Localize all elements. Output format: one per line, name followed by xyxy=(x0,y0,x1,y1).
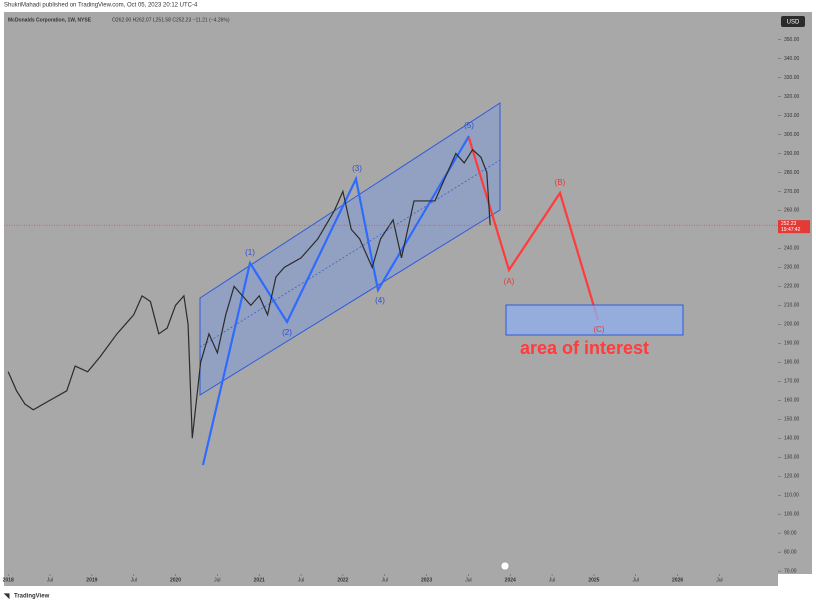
y-tick-label: 330.00 xyxy=(784,75,800,81)
x-tick-label: Jul xyxy=(130,577,136,583)
y-tick-label: 230.00 xyxy=(784,265,800,271)
impulse-wave xyxy=(201,135,470,466)
footer: TradingView xyxy=(14,594,50,600)
y-tick-label: 190.00 xyxy=(784,341,800,347)
y-tick-label: 240.00 xyxy=(784,246,800,252)
y-tick-label: 310.00 xyxy=(784,113,800,119)
y-tick-label: 210.00 xyxy=(784,303,800,309)
y-tick-label: 340.00 xyxy=(784,56,800,62)
wave-label: (3) xyxy=(352,164,362,173)
price-line xyxy=(7,148,491,439)
projection-label: (A) xyxy=(504,277,515,286)
y-tick-label: 320.00 xyxy=(784,94,800,100)
y-tick-label: 260.00 xyxy=(784,208,800,214)
wave-label: (5) xyxy=(464,121,474,130)
y-tick-label: 100.00 xyxy=(784,512,800,518)
y-tick-label: 140.00 xyxy=(784,436,800,442)
y-tick-label: 90.00 xyxy=(784,531,797,537)
projection-label: (B) xyxy=(555,178,566,187)
x-tick-label: Jul xyxy=(47,577,53,583)
y-tick-label: 350.00 xyxy=(784,37,800,43)
symbol: McDonalds Corporation, 1W, NYSE xyxy=(8,17,92,23)
zone-label: area of interest xyxy=(520,338,649,358)
y-tick-label: 220.00 xyxy=(784,284,800,290)
y-tick-label: 70.00 xyxy=(784,568,797,574)
x-tick-label: 2025 xyxy=(588,577,599,583)
currency-box xyxy=(781,16,805,27)
logo: ◥ xyxy=(3,593,10,600)
y-tick-label: 130.00 xyxy=(784,455,800,461)
wave-label: (2) xyxy=(282,328,292,337)
y-tick-label: 120.00 xyxy=(784,474,800,480)
y-tick-label: 160.00 xyxy=(784,398,800,404)
y-tick-label: 290.00 xyxy=(784,151,800,157)
last-price-label: 252.23 xyxy=(781,221,797,227)
publisher: ShukriMahadi published on TradingView.co… xyxy=(4,3,198,9)
x-tick-label: 2024 xyxy=(505,577,516,583)
y-tick-label: 280.00 xyxy=(784,170,800,176)
x-tick-label: 2019 xyxy=(86,577,97,583)
y-tick-label: 200.00 xyxy=(784,322,800,328)
x-tick-label: 2020 xyxy=(170,577,181,583)
x-tick-label: Jul xyxy=(633,577,639,583)
y-tick-label: 300.00 xyxy=(784,132,800,138)
channel-midline xyxy=(199,159,501,348)
countdown: 19:47:42 xyxy=(781,227,801,233)
zone-box xyxy=(505,304,684,336)
currency: USD xyxy=(787,20,800,26)
x-tick-label: 2022 xyxy=(337,577,348,583)
y-tick-label: 170.00 xyxy=(784,379,800,385)
last-price-box xyxy=(778,220,810,234)
ohlc: O262.00 H262.07 L251.58 C252.23 −11.21 (… xyxy=(112,17,230,23)
x-tick-label: Jul xyxy=(549,577,555,583)
y-tick-label: 110.00 xyxy=(784,493,799,499)
wave-label: (4) xyxy=(375,296,385,305)
event-icon xyxy=(500,561,510,571)
x-tick-label: 2021 xyxy=(254,577,265,583)
x-tick-label: 2023 xyxy=(421,577,432,583)
y-tick-label: 80.00 xyxy=(784,549,797,555)
x-tick-label: 2026 xyxy=(672,577,683,583)
x-tick-label: Jul xyxy=(382,577,388,583)
y-tick-label: 180.00 xyxy=(784,360,800,366)
x-tick-label: Jul xyxy=(298,577,304,583)
time-axis xyxy=(4,574,778,586)
wave-label: (1) xyxy=(245,248,255,257)
x-tick-label: Jul xyxy=(214,577,220,583)
y-tick-label: 150.00 xyxy=(784,417,800,423)
x-tick-label: Jul xyxy=(716,577,722,583)
price-axis xyxy=(778,12,812,574)
x-tick-label: Jul xyxy=(465,577,471,583)
y-tick-label: 270.00 xyxy=(784,189,800,195)
plot-area xyxy=(4,12,778,574)
projection-label: (C) xyxy=(593,325,604,334)
x-tick-label: 2018 xyxy=(3,577,14,583)
